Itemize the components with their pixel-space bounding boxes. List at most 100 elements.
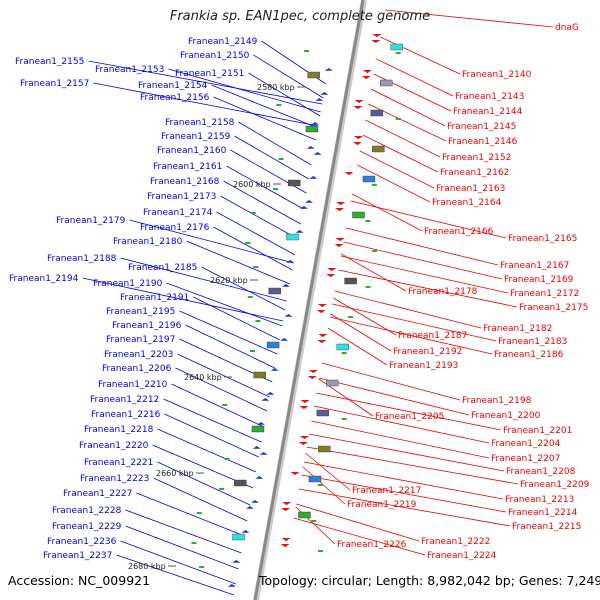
gene-label-left[interactable]: Franean1_2196 (112, 321, 182, 331)
gene-label-left[interactable]: Franean1_2197 (106, 335, 175, 345)
gene-label-left[interactable]: Franean1_2216 (91, 410, 161, 420)
gene-label-left[interactable]: Franean1_2227 (63, 489, 132, 499)
gene-label-right[interactable]: Franean1_2167 (500, 261, 569, 271)
gene-label-left[interactable]: Franean1_2153 (95, 65, 164, 75)
gene-label-right[interactable]: Franean1_2182 (483, 324, 552, 334)
gene-label-right[interactable]: Franean1_2143 (455, 92, 524, 102)
gene-label-left[interactable]: Franean1_2168 (150, 177, 220, 187)
leader-left (171, 383, 265, 428)
gene-label-left[interactable]: Franean1_2150 (180, 51, 250, 61)
gene-label-right[interactable]: Franean1_2214 (508, 508, 578, 518)
gene-block-right (316, 409, 330, 417)
gene-dash-right (365, 286, 371, 288)
gene-label-right[interactable]: Franean1_2165 (508, 234, 577, 244)
gene-label-left[interactable]: Franean1_2154 (138, 81, 208, 91)
gene-label-left[interactable]: Franean1_2191 (120, 293, 189, 303)
gene-label-right[interactable]: Franean1_2213 (505, 495, 574, 505)
gene-label-right[interactable]: Franean1_2162 (440, 168, 509, 178)
gene-label-right[interactable]: Franean1_2175 (519, 303, 588, 313)
gene-label-left[interactable]: Franean1_2236 (47, 537, 117, 547)
gene-label-right[interactable]: Franean1_2215 (512, 522, 581, 532)
gene-label-left[interactable]: Franean1_2228 (52, 506, 122, 516)
gene-label-left[interactable]: Franean1_2223 (80, 474, 149, 484)
gene-label-right[interactable]: Franean1_2166 (424, 227, 494, 237)
gene-label-right[interactable]: Franean1_2209 (520, 480, 590, 490)
gene-label-left[interactable]: Franean1_2210 (98, 380, 168, 390)
gene-label-left[interactable]: Franean1_2206 (102, 364, 172, 374)
gene-label-right[interactable]: Franean1_2205 (375, 412, 444, 422)
gene-label-left[interactable]: Franean1_2159 (161, 132, 231, 142)
gene-dash-left (219, 488, 225, 490)
gene-label-left[interactable]: Franean1_2229 (52, 522, 122, 532)
gene-label-left[interactable]: Franean1_2221 (84, 458, 153, 468)
gene-label-right[interactable]: Franean1_2163 (436, 184, 505, 194)
gene-arrow-left (311, 122, 320, 125)
gene-dash-left (191, 542, 197, 544)
gene-label-right[interactable]: Franean1_2226 (337, 540, 407, 550)
gene-label-left[interactable]: Franean1_2220 (79, 441, 149, 451)
gene-label-left[interactable]: Franean1_2174 (143, 208, 213, 218)
gene-arrow-right (290, 472, 300, 476)
gene-label-left[interactable]: Franean1_2195 (106, 307, 175, 317)
gene-label-right[interactable]: Franean1_2140 (462, 70, 532, 80)
gene-label-right[interactable]: Franean1_2172 (510, 289, 579, 299)
gene-arrow-right (335, 238, 345, 242)
gene-label-right[interactable]: Franean1_2164 (432, 198, 502, 208)
gene-label-left[interactable]: Franean1_2176 (140, 223, 210, 233)
gene-label-right[interactable]: Franean1_2201 (503, 426, 572, 436)
gene-label-left[interactable]: Franean1_2180 (113, 237, 183, 247)
gene-label-right[interactable]: Franean1_2146 (448, 137, 518, 147)
gene-label-left[interactable]: Franean1_2218 (84, 425, 154, 435)
gene-label-right[interactable]: Franean1_2187 (398, 331, 467, 341)
leader-right (362, 134, 439, 173)
gene-label-left[interactable]: Franean1_2212 (90, 395, 159, 405)
gene-label-right[interactable]: dnaG (555, 23, 579, 33)
gene-block-right (336, 343, 349, 351)
gene-label-right[interactable]: Franean1_2144 (453, 107, 523, 117)
gene-label-right[interactable]: Franean1_2219 (347, 500, 417, 510)
leader-left (120, 257, 287, 302)
gene-label-left[interactable]: Franean1_2160 (157, 146, 227, 156)
gene-label-right[interactable]: Franean1_2204 (491, 439, 561, 449)
gene-label-right[interactable]: Franean1_2183 (498, 337, 567, 347)
gene-label-left[interactable]: Franean1_2188 (47, 254, 117, 264)
gene-label-right[interactable]: Franean1_2208 (506, 467, 576, 477)
gene-block-right (326, 379, 339, 387)
gene-label-left[interactable]: Franean1_2155 (15, 57, 84, 67)
gene-label-right[interactable]: Franean1_2145 (447, 122, 516, 132)
gene-arrow-left (257, 422, 266, 425)
leader-right (318, 377, 470, 416)
gene-label-right[interactable]: Franean1_2152 (442, 153, 511, 163)
gene-label-left[interactable]: Franean1_2203 (104, 350, 173, 360)
gene-label-right[interactable]: Franean1_2193 (389, 361, 458, 371)
gene-label-left[interactable]: Franean1_2237 (43, 551, 112, 561)
gene-label-right[interactable]: Franean1_2192 (393, 347, 462, 357)
gene-label-left[interactable]: Franean1_2161 (153, 162, 222, 172)
gene-label-left[interactable]: Franean1_2190 (93, 279, 163, 289)
gene-dash-right (365, 220, 371, 222)
gene-label-right[interactable]: Franean1_2222 (421, 537, 490, 547)
gene-label-left[interactable]: Franean1_2149 (188, 37, 258, 47)
gene-label-right[interactable]: Franean1_2217 (352, 486, 421, 496)
gene-label-right[interactable]: Franean1_2200 (471, 411, 541, 421)
gene-label-left[interactable]: Franean1_2151 (175, 69, 244, 79)
leader-left (213, 96, 316, 141)
gene-label-right[interactable]: Franean1_2198 (462, 396, 532, 406)
gene-label-left[interactable]: Franean1_2158 (165, 118, 235, 128)
gene-label-left[interactable]: Franean1_2173 (147, 192, 216, 202)
gene-label-right[interactable]: Franean1_2207 (491, 454, 560, 464)
gene-arrow-left (270, 368, 279, 371)
gene-dash-left (250, 212, 256, 214)
gene-label-right[interactable]: Franean1_2178 (408, 287, 478, 297)
gene-label-left[interactable]: Franean1_2157 (20, 79, 89, 89)
gene-dash-left (222, 404, 228, 406)
leader-left (185, 324, 275, 369)
gene-label-left[interactable]: Franean1_2194 (9, 274, 79, 284)
gene-label-right[interactable]: Franean1_2169 (504, 275, 574, 285)
gene-label-left[interactable]: Franean1_2185 (128, 263, 197, 273)
gene-label-left[interactable]: Franean1_2156 (140, 93, 210, 103)
gene-label-left[interactable]: Franean1_2179 (56, 216, 126, 226)
gene-label-right[interactable]: Franean1_2186 (494, 350, 564, 360)
backbone-line (253, 0, 365, 600)
gene-label-right[interactable]: Franean1_2224 (427, 551, 497, 561)
